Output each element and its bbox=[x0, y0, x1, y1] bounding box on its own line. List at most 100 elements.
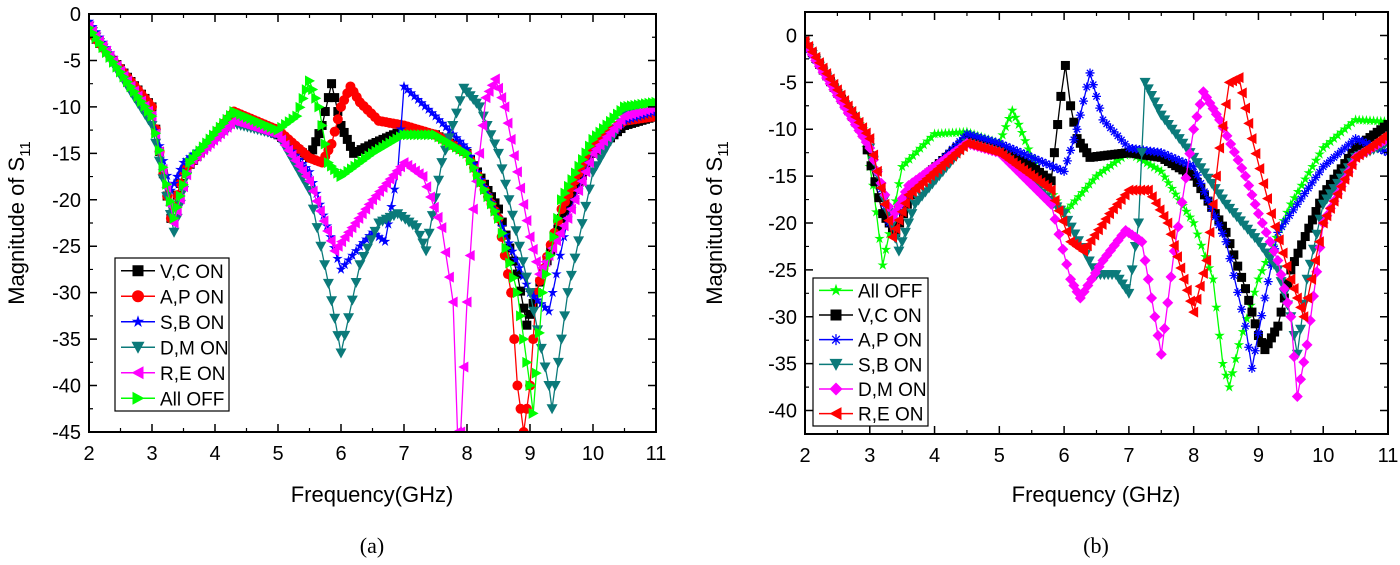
data-point bbox=[1220, 369, 1232, 380]
data-point bbox=[1053, 120, 1063, 130]
data-point bbox=[326, 139, 337, 150]
data-point bbox=[531, 367, 542, 379]
y-tick-label: -10 bbox=[768, 119, 797, 141]
data-point bbox=[1007, 105, 1018, 115]
data-point bbox=[1020, 135, 1031, 146]
data-point bbox=[304, 175, 314, 187]
data-point bbox=[467, 203, 478, 215]
data-point bbox=[896, 237, 908, 248]
data-point bbox=[1233, 261, 1243, 271]
data-point bbox=[874, 193, 884, 203]
data-point bbox=[1180, 172, 1192, 184]
data-point bbox=[1123, 288, 1135, 299]
data-point bbox=[874, 233, 885, 244]
legend-label: S,B ON bbox=[160, 313, 224, 334]
data-point bbox=[522, 356, 533, 368]
data-point bbox=[1211, 301, 1222, 312]
data-point bbox=[319, 260, 331, 271]
data-point bbox=[314, 129, 324, 139]
data-point bbox=[358, 251, 370, 262]
data-point bbox=[1075, 138, 1085, 148]
x-tick-label: 7 bbox=[1123, 445, 1134, 467]
legend-label: S,B ON bbox=[858, 355, 922, 376]
data-point bbox=[1281, 260, 1292, 272]
x-tick-label: 6 bbox=[1059, 445, 1070, 467]
data-point bbox=[1228, 146, 1240, 158]
data-point bbox=[1221, 227, 1231, 237]
data-point bbox=[1100, 213, 1111, 225]
data-point bbox=[1306, 273, 1317, 285]
data-point bbox=[461, 296, 472, 308]
data-point bbox=[1194, 98, 1206, 110]
data-point bbox=[133, 91, 144, 103]
data-point bbox=[476, 176, 487, 188]
data-point bbox=[1192, 228, 1203, 239]
data-point bbox=[500, 179, 511, 190]
data-point bbox=[179, 179, 189, 191]
data-point bbox=[951, 140, 961, 150]
data-point bbox=[1156, 165, 1167, 176]
data-point bbox=[440, 121, 452, 132]
x-tick-label: 5 bbox=[994, 445, 1005, 467]
data-point bbox=[1240, 321, 1250, 331]
data-point bbox=[519, 333, 530, 345]
data-point bbox=[1382, 130, 1388, 137]
data-point bbox=[868, 149, 879, 161]
data-point bbox=[1023, 151, 1033, 161]
data-point bbox=[1324, 202, 1335, 214]
data-point bbox=[1250, 346, 1260, 356]
y-tick-label: -40 bbox=[768, 401, 797, 423]
data-point bbox=[119, 71, 130, 83]
data-point bbox=[516, 310, 527, 322]
data-point bbox=[1221, 237, 1231, 247]
data-point bbox=[871, 206, 882, 217]
data-point bbox=[1146, 90, 1158, 101]
data-point bbox=[1174, 194, 1185, 205]
data-point bbox=[585, 140, 595, 152]
data-point bbox=[1184, 148, 1196, 160]
data-point bbox=[1269, 221, 1280, 233]
data-point bbox=[1270, 327, 1280, 337]
data-point bbox=[1236, 87, 1247, 99]
data-point bbox=[347, 250, 358, 260]
data-point bbox=[997, 129, 1008, 140]
data-point bbox=[1075, 110, 1085, 120]
data-point bbox=[509, 256, 519, 266]
data-point bbox=[1112, 155, 1124, 165]
data-point bbox=[1296, 194, 1306, 204]
data-point bbox=[444, 125, 455, 136]
data-point bbox=[565, 270, 577, 281]
data-point bbox=[503, 195, 515, 206]
data-point bbox=[509, 272, 520, 284]
data-point bbox=[1256, 217, 1268, 229]
data-point bbox=[1237, 304, 1247, 314]
y-tick-label: -10 bbox=[52, 97, 81, 119]
data-point bbox=[1260, 293, 1270, 303]
data-point bbox=[1142, 84, 1154, 95]
data-point bbox=[1081, 240, 1092, 252]
data-point bbox=[130, 86, 140, 98]
data-point bbox=[1285, 273, 1296, 285]
data-point bbox=[1383, 120, 1388, 130]
data-point bbox=[1181, 206, 1192, 216]
data-point bbox=[849, 111, 860, 123]
data-point bbox=[1159, 323, 1171, 334]
legend-marker bbox=[132, 265, 144, 277]
data-point bbox=[1264, 248, 1275, 259]
data-point bbox=[1217, 221, 1227, 231]
data-point bbox=[458, 361, 469, 373]
data-point bbox=[580, 166, 591, 178]
data-point bbox=[1243, 179, 1255, 191]
data-point bbox=[1053, 205, 1064, 217]
data-point bbox=[1018, 171, 1030, 183]
data-point bbox=[581, 147, 592, 159]
legend-marker bbox=[131, 366, 144, 380]
data-point bbox=[810, 51, 821, 63]
y-tick-label: -5 bbox=[779, 72, 797, 94]
data-point bbox=[1214, 114, 1226, 126]
data-point bbox=[1034, 155, 1044, 165]
data-point bbox=[419, 100, 431, 111]
data-point bbox=[98, 42, 109, 54]
data-point bbox=[954, 127, 965, 137]
data-point bbox=[496, 164, 508, 175]
